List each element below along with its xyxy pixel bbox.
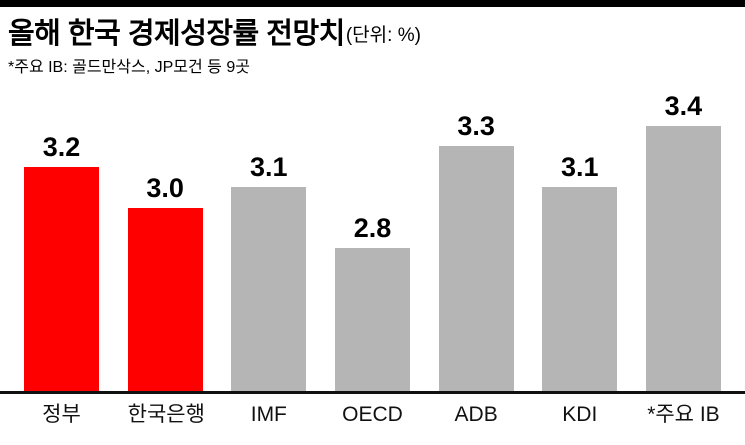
title-line: 올해 한국 경제성장률 전망치 (단위: %): [8, 17, 737, 51]
chart-title: 올해 한국 경제성장률 전망치: [8, 18, 345, 50]
bar: [645, 126, 721, 391]
unit-label: (단위: %): [345, 25, 421, 46]
bar: [334, 248, 410, 391]
bar-value-label: 3.2: [42, 132, 81, 162]
bar-column: 3.3: [438, 111, 514, 391]
bar-column: 3.1: [542, 152, 618, 391]
category-label: KDI: [562, 403, 598, 426]
bar: [127, 208, 203, 391]
bar-column: 3.4: [645, 91, 721, 391]
category-label: IMF: [250, 403, 287, 426]
bar-chart: 3.2 3.0 3.1 2.8 3.3 3.1 3.4: [0, 79, 745, 394]
category-label: 정부: [42, 403, 81, 426]
bar-column: 3.0: [127, 173, 203, 391]
bar-value-label: 3.0: [146, 173, 184, 203]
bar-value-label: 3.1: [561, 152, 599, 182]
bar: [438, 146, 514, 391]
bar-column: 2.8: [334, 213, 410, 391]
top-rule: [0, 0, 745, 7]
category-label: OECD: [342, 403, 403, 426]
bar: [542, 187, 618, 391]
category-label: *주요 IB: [647, 403, 720, 426]
bar-column: 3.1: [231, 152, 307, 391]
chart-header: 올해 한국 경제성장률 전망치 (단위: %) *주요 IB: 골드만삭스, J…: [0, 7, 745, 79]
bar: [231, 187, 307, 391]
bar-value-label: 3.1: [250, 152, 288, 182]
bar-value-label: 2.8: [353, 213, 392, 243]
category-axis: 정부 한국은행 IMF OECD ADB KDI *주요 IB: [0, 394, 745, 428]
bar: [24, 167, 99, 391]
category-label: 한국은행: [127, 403, 205, 426]
bar-value-label: 3.4: [664, 91, 703, 121]
chart-subtitle: *주요 IB: 골드만삭스, JP모건 등 9곳: [8, 59, 250, 76]
category-label: ADB: [454, 403, 498, 426]
bar-value-label: 3.3: [457, 111, 495, 141]
bar-column: 3.2: [24, 132, 99, 391]
